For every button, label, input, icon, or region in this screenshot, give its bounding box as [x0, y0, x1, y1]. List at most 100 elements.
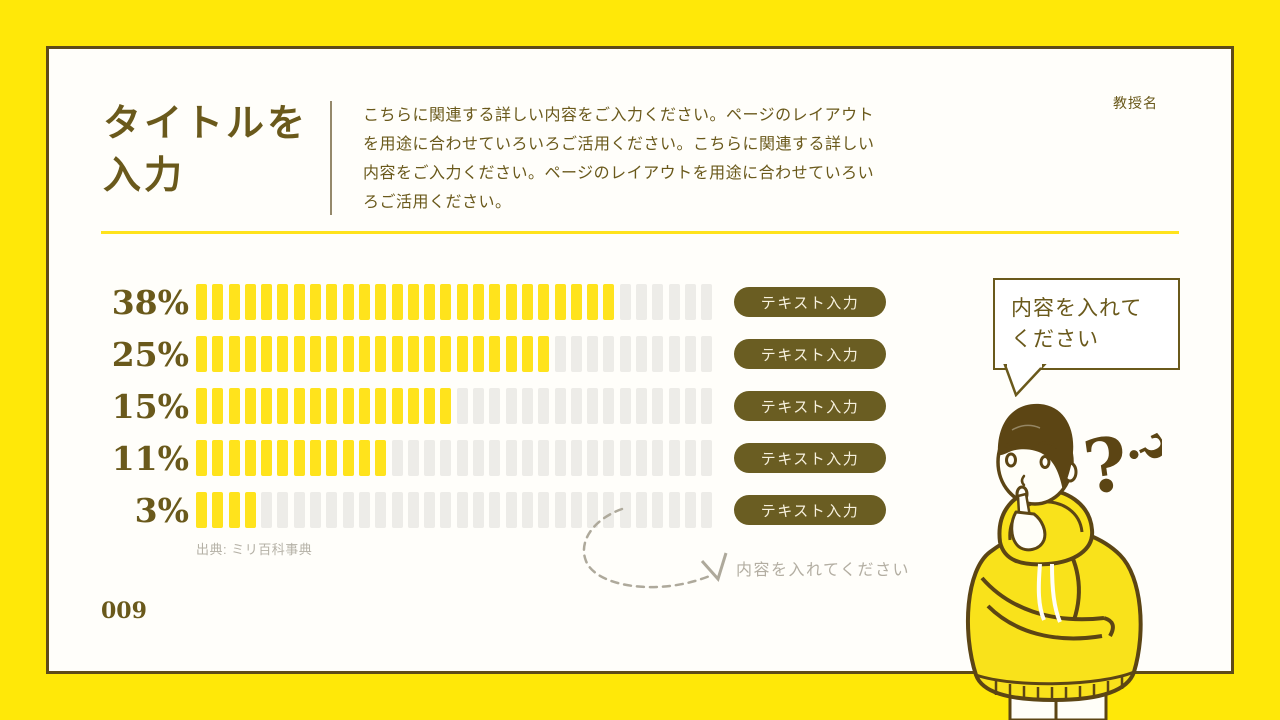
speech-bubble: 内容を入れてください — [993, 278, 1180, 397]
bar-segment — [668, 388, 680, 424]
bar-segment — [228, 492, 240, 528]
bar-segment — [684, 440, 696, 476]
chart-source-label: 出典: ミリ百科事典 — [196, 542, 313, 557]
bar-segment — [570, 336, 582, 372]
bar-segment — [473, 388, 485, 424]
bar-segment — [570, 492, 582, 528]
bar-segment — [277, 440, 289, 476]
bar-segment — [228, 284, 240, 320]
percent-value-label: 38% — [111, 282, 189, 322]
text-input-button[interactable]: テキスト入力 — [734, 495, 886, 525]
bar-segment — [603, 284, 615, 320]
text-input-button[interactable]: テキスト入力 — [734, 391, 886, 421]
bar-segment — [684, 336, 696, 372]
bar-segment — [603, 492, 615, 528]
bar-segment — [619, 284, 631, 320]
bar-segment — [358, 388, 370, 424]
bar-segment — [489, 440, 501, 476]
bar-segment — [456, 336, 468, 372]
bar-segment — [261, 284, 273, 320]
bar-segment — [277, 388, 289, 424]
page-number: 009 — [101, 598, 147, 624]
bar-segment — [424, 388, 436, 424]
bar-segment — [489, 336, 501, 372]
bar-segment — [619, 388, 631, 424]
bar-segment — [636, 336, 648, 372]
bar-segment — [293, 336, 305, 372]
bar-segment — [212, 492, 224, 528]
bar-segment — [391, 388, 403, 424]
bar-segment — [407, 492, 419, 528]
bar-segment — [603, 336, 615, 372]
bar-segment — [603, 388, 615, 424]
bar-segment — [603, 440, 615, 476]
bar-segment — [310, 492, 322, 528]
percent-value-label: 11% — [111, 438, 189, 478]
bar-segment — [391, 492, 403, 528]
percent-value-label: 25% — [111, 334, 189, 374]
bar-segment — [326, 388, 338, 424]
bar-segment — [440, 440, 452, 476]
bar-segment — [261, 440, 273, 476]
bar-segment — [701, 492, 713, 528]
bar-segment — [310, 284, 322, 320]
header-rule — [101, 231, 1179, 234]
bar-segment — [473, 336, 485, 372]
bar-segment — [538, 388, 550, 424]
bar-segment — [277, 336, 289, 372]
bar-segment — [652, 492, 664, 528]
bar-segment — [554, 336, 566, 372]
bar-segment — [342, 440, 354, 476]
bar-segment — [456, 388, 468, 424]
bar-segment — [342, 336, 354, 372]
bar-segment — [652, 388, 664, 424]
bar-segment — [391, 336, 403, 372]
text-input-button[interactable]: テキスト入力 — [734, 443, 886, 473]
bar-segment — [244, 284, 256, 320]
bar-segment — [456, 284, 468, 320]
bar-segment — [261, 492, 273, 528]
professor-name-label: 教授名 — [1113, 95, 1158, 111]
chart-row: 15% テキスト入力 — [103, 387, 886, 426]
bar-segment — [619, 440, 631, 476]
bar-segment — [310, 336, 322, 372]
bar-segment — [424, 336, 436, 372]
bar-segment — [440, 388, 452, 424]
bar-segment — [554, 284, 566, 320]
bar-segment — [196, 440, 207, 476]
bar-segment — [652, 440, 664, 476]
bar-segment — [358, 284, 370, 320]
bar-segment — [244, 336, 256, 372]
bar-segment — [684, 492, 696, 528]
bar-segment — [277, 492, 289, 528]
segmented-bar — [196, 336, 713, 372]
bar-segment — [473, 492, 485, 528]
page-title-line2: 入力 — [103, 152, 186, 197]
bar-segment — [375, 492, 387, 528]
bar-segment — [391, 440, 403, 476]
bar-segment — [293, 440, 305, 476]
text-input-button[interactable]: テキスト入力 — [734, 287, 886, 317]
bar-segment — [424, 492, 436, 528]
bar-segment — [407, 440, 419, 476]
bar-segment — [342, 284, 354, 320]
chart-row: 38% テキスト入力 — [103, 282, 886, 322]
bar-segment — [326, 336, 338, 372]
bar-segment — [456, 440, 468, 476]
bar-segment — [277, 284, 289, 320]
bar-segment — [196, 388, 207, 424]
bar-segment — [228, 388, 240, 424]
bar-segment — [505, 388, 517, 424]
bar-segment — [391, 284, 403, 320]
bar-segment — [636, 284, 648, 320]
text-input-button[interactable]: テキスト入力 — [734, 339, 886, 369]
bar-segment — [587, 336, 599, 372]
bar-segment — [375, 284, 387, 320]
bar-segment — [244, 492, 256, 528]
bar-segment — [505, 284, 517, 320]
segmented-bar — [196, 284, 713, 320]
slide-panel: タイトルを 入力 こちらに関連する詳しい内容をご入力ください。ページのレイアウト… — [46, 46, 1234, 674]
bar-segment — [375, 388, 387, 424]
bar-segment — [326, 492, 338, 528]
bar-segment — [554, 440, 566, 476]
